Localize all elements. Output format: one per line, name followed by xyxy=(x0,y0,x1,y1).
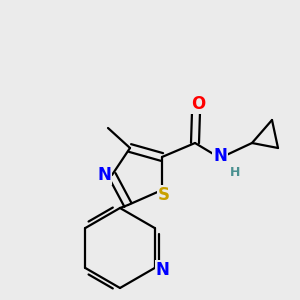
Text: N: N xyxy=(213,147,227,165)
Text: N: N xyxy=(156,261,170,279)
Text: N: N xyxy=(97,166,111,184)
Text: O: O xyxy=(191,95,205,113)
Text: S: S xyxy=(158,186,170,204)
Text: H: H xyxy=(230,167,240,179)
